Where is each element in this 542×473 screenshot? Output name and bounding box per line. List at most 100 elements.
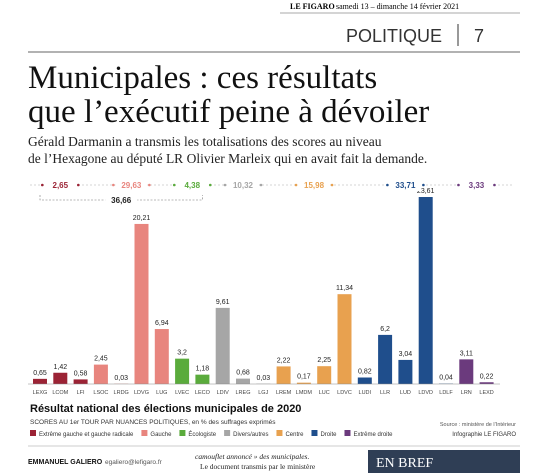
chart-title: Résultat national des élections municipa…: [30, 403, 301, 415]
category-label: LSOC: [93, 390, 108, 396]
bar: [296, 382, 311, 384]
bar: [337, 294, 352, 384]
category-label: LDIV: [217, 390, 230, 396]
total-bg: [176, 179, 209, 191]
bar: [418, 197, 433, 384]
total-dot: [493, 183, 496, 187]
total-dot: [259, 183, 263, 187]
total-dot: [294, 183, 298, 187]
group-total: 15,98: [304, 181, 325, 190]
value-label: 11,34: [336, 285, 353, 292]
category-label: LRN: [461, 390, 472, 396]
category-label: LFI: [77, 390, 85, 396]
category-label: LEXG: [33, 390, 48, 396]
total-dot: [112, 183, 115, 187]
total-dot: [208, 183, 212, 187]
value-label: 0,03: [256, 375, 270, 382]
legend-swatch: [30, 430, 36, 436]
group-total: 10,32: [233, 181, 254, 190]
standfirst: de l’Hexagone au député LR Olivier Marle…: [28, 151, 427, 166]
total-bg: [44, 179, 77, 191]
category-label: LUD: [400, 390, 411, 396]
date: samedi 13 – dimanche 14 février 2021: [336, 2, 459, 11]
value-label: 0,65: [33, 370, 47, 377]
category-label: LDVC: [337, 390, 352, 396]
legend-swatch: [311, 430, 318, 436]
bar: [175, 358, 190, 384]
legend-label: Extrême droite: [353, 432, 393, 438]
total-bg: [115, 179, 148, 191]
legend-swatch: [224, 430, 231, 436]
legend-swatch: [276, 430, 283, 436]
value-label: 9,61: [216, 299, 230, 306]
category-label: LMDM: [296, 390, 313, 396]
total-dot: [41, 183, 44, 187]
bar: [154, 329, 169, 384]
value-label: 2,25: [317, 357, 331, 364]
value-label: 1,18: [196, 366, 210, 373]
legend-label: Droite: [320, 432, 337, 438]
bracket-bg: [105, 194, 138, 206]
masthead: LE FIGARO: [290, 2, 335, 11]
value-label: 3,04: [399, 351, 413, 358]
total-dot: [386, 183, 389, 187]
total-bg: [460, 179, 493, 191]
email: egaliero@lefigaro.fr: [105, 459, 163, 466]
bar: [317, 366, 332, 384]
total-dot: [457, 183, 460, 187]
chart: 0,65 LEXG 1,42 LCOM 0,58 LFI 2,65 2,45 LSOC 0,03 L…: [28, 179, 512, 438]
bar: [236, 378, 250, 384]
legend-swatch: [179, 430, 186, 436]
category-label: LREM: [276, 390, 292, 396]
body-text: camouflet annoncé » des municipales.: [195, 452, 309, 461]
bar: [93, 364, 108, 384]
value-label: 1,42: [53, 364, 67, 371]
category-label: LGJ: [258, 390, 268, 396]
total-bg: [227, 179, 259, 191]
value-label: 0,82: [358, 369, 372, 376]
legend-swatch: [344, 430, 351, 436]
total-dot: [172, 183, 176, 187]
total-dot: [422, 183, 425, 187]
category-label: LVEC: [175, 390, 189, 396]
group-total: 3,33: [469, 181, 485, 190]
bar: [357, 377, 372, 384]
credit: Infographie LE FIGARO: [452, 432, 516, 438]
category-label: LUC: [319, 390, 330, 396]
value-label: 20,21: [133, 215, 151, 222]
total-dot: [223, 183, 227, 187]
value-label: 6,94: [155, 320, 169, 327]
value-label: 0,22: [480, 373, 494, 380]
total-bg: [389, 179, 422, 191]
category-label: LLR: [380, 390, 390, 396]
bracket-label: 36,66: [111, 196, 132, 205]
page-number: 7: [474, 26, 484, 46]
legend-label: Gauche: [150, 432, 172, 438]
bar: [398, 359, 413, 384]
bar: [53, 372, 68, 384]
value-label: 6,2: [380, 326, 390, 333]
total-dot: [77, 183, 80, 187]
bracket: [39, 195, 203, 201]
bar: [276, 366, 291, 384]
source: Source : ministère de l’Intérieur: [440, 422, 516, 428]
value-label: 3,2: [177, 350, 187, 357]
group-total: 33,71: [395, 181, 416, 190]
bar: [459, 359, 474, 384]
group-total: 2,65: [53, 181, 69, 190]
value-label: 0,58: [74, 370, 88, 377]
category-label: LECO: [195, 390, 211, 396]
value-label: 23,61: [417, 188, 435, 195]
author: EMMANUEL GALIERO: [28, 459, 103, 466]
category-label: LUG: [156, 390, 167, 396]
value-label: 0,68: [236, 370, 250, 377]
bar: [73, 379, 88, 384]
legend-swatch: [141, 430, 148, 436]
bar: [134, 223, 149, 384]
value-label: 2,22: [277, 357, 291, 364]
total-dot: [148, 183, 151, 187]
category-label: LUDI: [359, 390, 372, 396]
body-text: Le document transmis par le ministère: [200, 462, 316, 471]
